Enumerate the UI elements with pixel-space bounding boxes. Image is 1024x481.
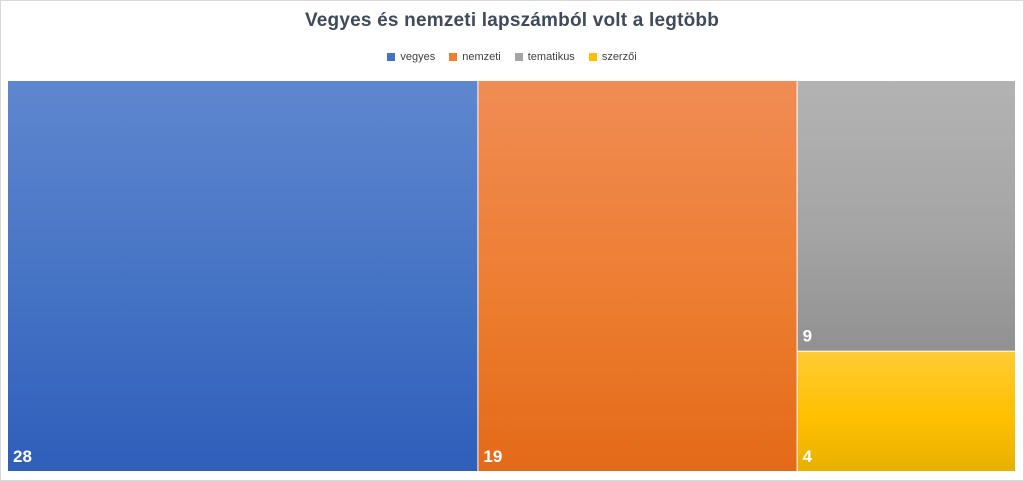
legend: vegyes nemzeti tematikus szerzői <box>0 51 1024 63</box>
legend-item-szerzoi: szerzői <box>588 51 637 63</box>
legend-label-vegyes: vegyes <box>400 51 436 63</box>
data-label-vegyes: 28 <box>13 447 32 466</box>
legend-item-vegyes: vegyes <box>387 51 435 63</box>
data-label-nemzeti: 19 <box>483 447 502 466</box>
legend-swatch-nemzeti <box>449 53 458 61</box>
legend-swatch-szerzoi <box>588 53 597 61</box>
tile-vegyes <box>8 81 478 471</box>
legend-label-tematikus: tematikus <box>527 51 575 63</box>
legend-item-nemzeti: nemzeti <box>449 51 501 63</box>
legend-swatch-vegyes <box>387 53 396 61</box>
tile-tematikus <box>797 81 1015 351</box>
data-label-tematikus: 9 <box>803 327 812 346</box>
data-label-szerzi: 4 <box>803 447 813 466</box>
legend-item-tematikus: tematikus <box>514 51 575 63</box>
legend-label-nemzeti: nemzeti <box>462 51 501 63</box>
tile-szerzi <box>797 351 1015 471</box>
tile-nemzeti <box>478 81 797 471</box>
chart-title: Vegyes és nemzeti lapszámból volt a legt… <box>304 10 720 31</box>
legend-swatch-tematikus <box>514 53 523 61</box>
legend-label-szerzoi: szerzői <box>601 51 637 63</box>
